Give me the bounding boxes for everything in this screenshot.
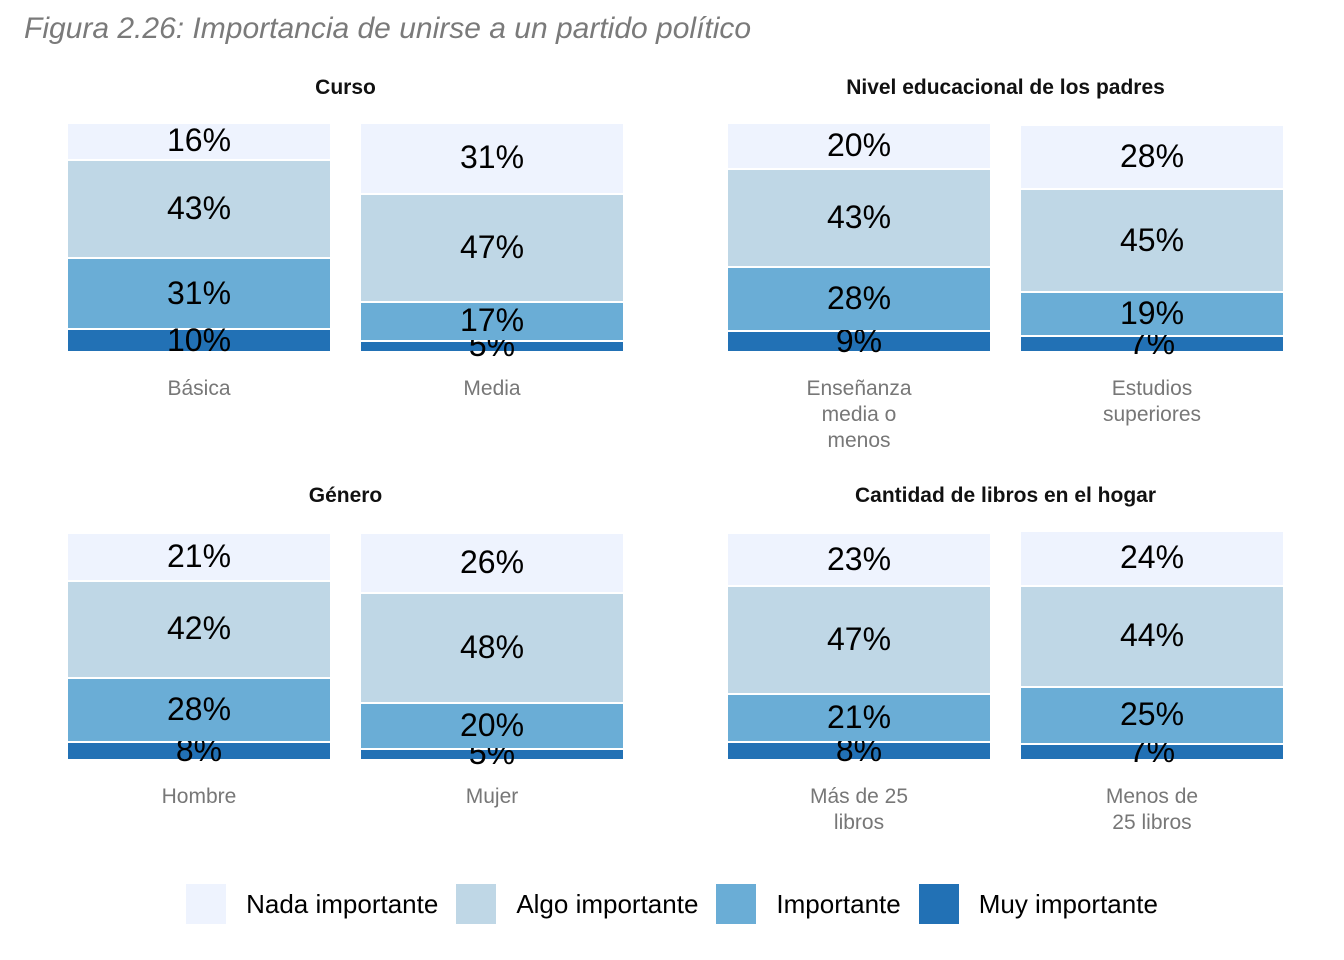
data-label: 10%	[166, 321, 232, 358]
legend-swatch	[456, 884, 497, 924]
data-label: 21%	[166, 538, 232, 575]
legend: Nada importante Algo importante Importante…	[0, 884, 1344, 924]
data-label: 47%	[826, 620, 892, 657]
x-tick-label: Hombre	[161, 785, 237, 808]
x-tick-label: Más de 25 libros	[809, 785, 909, 834]
data-label: 44%	[1119, 617, 1185, 654]
bar-segment	[728, 122, 990, 168]
bar-segment	[728, 266, 990, 331]
bar-segment	[68, 676, 330, 741]
bar-segment	[1021, 334, 1283, 351]
x-tick-label: Media	[463, 377, 521, 400]
bar-segment	[1021, 584, 1283, 686]
legend-item: Algo importante	[456, 884, 698, 924]
legend-label: Muy importante	[978, 888, 1158, 919]
panel-title: Curso	[315, 76, 376, 99]
data-label: 20%	[459, 706, 525, 743]
bar-segment	[68, 257, 330, 329]
bar-segment	[68, 122, 330, 159]
bar-segment	[728, 692, 990, 741]
data-label: 43%	[826, 199, 892, 236]
bar-segment	[361, 339, 623, 351]
bar-segment	[68, 328, 330, 351]
data-label: 23%	[826, 540, 892, 577]
data-label: 28%	[1119, 138, 1185, 175]
data-label: 31%	[166, 274, 232, 311]
data-label: 31%	[459, 139, 525, 176]
data-label: 28%	[166, 690, 232, 727]
x-tick-label: Básica	[167, 377, 231, 400]
bar-segment	[361, 192, 623, 301]
bar-segment	[361, 300, 623, 340]
bar-segment	[728, 740, 990, 759]
data-label: 28%	[826, 280, 892, 317]
bar-segment	[1021, 530, 1283, 585]
panel-title: Cantidad de libros en el hogar	[854, 484, 1157, 507]
bar-segment	[1021, 685, 1283, 743]
legend-item: Importante	[716, 884, 901, 924]
data-label: 24%	[1119, 539, 1185, 576]
bar-segment	[1021, 291, 1283, 335]
bar-segment	[728, 584, 990, 693]
data-label: 25%	[1119, 696, 1185, 733]
legend-label: Importante	[776, 888, 901, 919]
panel-title: Nivel educacional de los padres	[846, 76, 1165, 99]
data-label: 47%	[459, 228, 525, 265]
data-label: 17%	[459, 302, 525, 339]
panel-title: Género	[308, 484, 383, 507]
data-label: 20%	[826, 126, 892, 163]
bar-segment	[68, 740, 330, 759]
legend-swatch	[716, 884, 757, 924]
data-label: 48%	[459, 628, 525, 665]
x-tick-label: Estudios superiores	[1102, 377, 1202, 426]
bar-segment	[68, 580, 330, 677]
legend-swatch	[918, 884, 959, 924]
x-tick-label: Mujer	[465, 785, 519, 808]
x-tick-label: Menos de 25 libros	[1105, 785, 1199, 834]
legend-label: Algo importante	[516, 888, 699, 919]
bar-segment	[361, 701, 623, 748]
bar-segment	[1021, 188, 1283, 292]
legend-swatch	[186, 884, 227, 924]
data-label: 42%	[166, 610, 232, 647]
data-label: 26%	[459, 544, 525, 581]
bar-segment	[361, 122, 623, 193]
bar-segment	[361, 747, 623, 759]
bar-segment	[1021, 124, 1283, 189]
data-label: 19%	[1119, 295, 1185, 332]
legend-label: Nada importante	[246, 888, 439, 919]
data-label: 21%	[826, 698, 892, 735]
bar-segment	[68, 158, 330, 258]
x-tick-label: Enseñanza media o menos	[806, 377, 912, 452]
bar-segment	[361, 591, 623, 702]
bar-segment	[68, 532, 330, 581]
data-label: 45%	[1119, 221, 1185, 258]
figure-title: Figura 2.26: Importancia de unirse a un …	[24, 12, 752, 45]
data-label: 43%	[166, 189, 232, 226]
bar-segment	[361, 532, 623, 592]
bar-segment	[728, 330, 990, 351]
legend-item: Nada importante	[186, 884, 438, 924]
legend-item: Muy importante	[918, 884, 1158, 924]
bar-segment	[1021, 742, 1283, 759]
bar-segment	[728, 167, 990, 267]
bar-segment	[728, 532, 990, 585]
data-label: 16%	[166, 122, 232, 159]
